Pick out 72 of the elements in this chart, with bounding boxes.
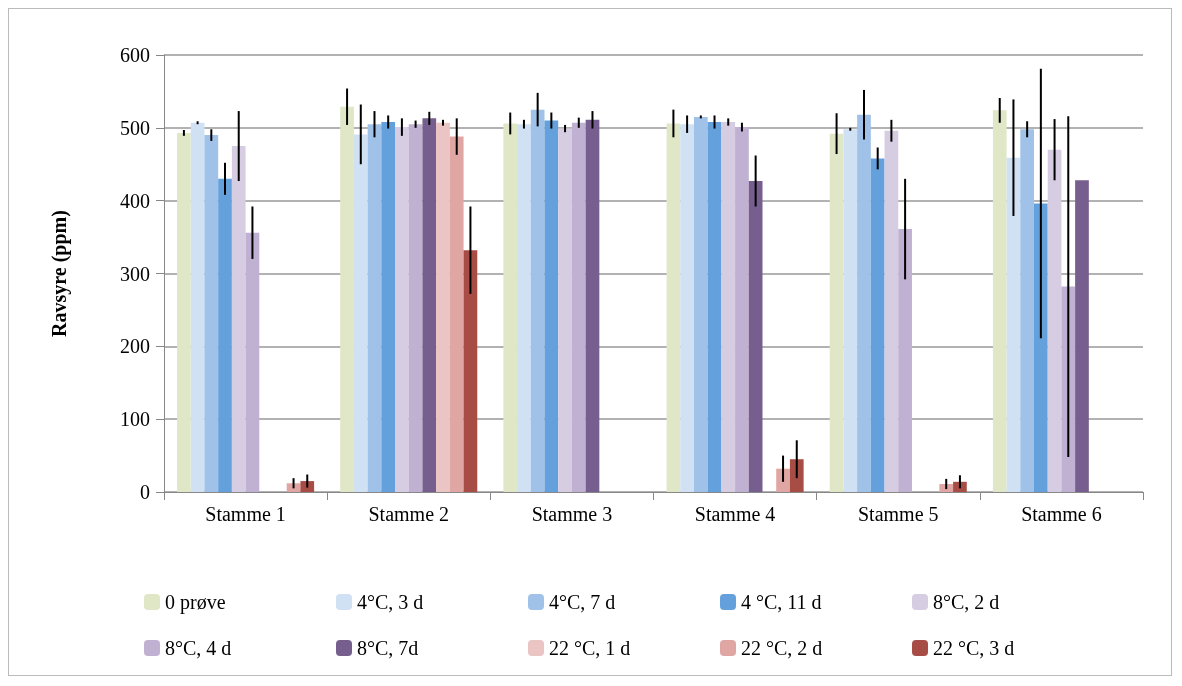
x-tick-label: Stamme 4 [694, 503, 776, 525]
x-tick-label: Stamme 6 [1021, 503, 1102, 525]
legend-label: 4 °C, 11 d [741, 591, 822, 613]
bar [463, 250, 478, 492]
bar [884, 130, 899, 492]
legend-label: 4°C, 7 d [549, 591, 616, 613]
legend-label: 22 °C, 1 d [549, 637, 631, 659]
bar [1047, 149, 1062, 492]
bar [1034, 203, 1048, 492]
bar [381, 122, 396, 492]
bar [707, 122, 722, 492]
bar [735, 127, 749, 492]
y-tick-label: 0 [140, 481, 150, 503]
bar [367, 124, 382, 492]
legend-label: 4°C, 3 d [357, 591, 424, 613]
bar [953, 481, 967, 492]
bar [857, 114, 871, 492]
bar [992, 110, 1007, 492]
y-tick-label: 500 [120, 116, 150, 139]
bar [449, 136, 464, 492]
y-tick-label: 100 [120, 408, 150, 431]
y-tick-label: 200 [120, 335, 150, 358]
bar [721, 122, 736, 492]
bar [843, 129, 858, 492]
y-axis-title: Ravsyre (ppm) [48, 210, 71, 337]
bar [829, 133, 844, 492]
legend-label: 0 prøve [165, 591, 226, 614]
bar [748, 181, 763, 492]
bar [300, 481, 315, 492]
bar [666, 123, 681, 492]
legend-label: 8°C, 4 d [165, 637, 232, 659]
bar [789, 459, 804, 492]
bar [693, 116, 708, 492]
bar [204, 135, 219, 492]
bar [544, 120, 559, 492]
bar [422, 118, 437, 492]
bar [231, 146, 246, 492]
bar [776, 468, 790, 492]
bar [190, 122, 205, 492]
legend-label: 22 °C, 2 d [741, 637, 823, 659]
bar [680, 124, 694, 492]
bar [571, 122, 586, 492]
bar [503, 123, 518, 492]
bar [436, 122, 450, 492]
bar [245, 232, 260, 492]
legend-label: 22 °C, 3 d [933, 637, 1015, 659]
bar [558, 128, 572, 492]
bar [1020, 129, 1034, 492]
bar [898, 229, 912, 492]
bar [870, 158, 885, 492]
bar [177, 132, 191, 492]
bar [340, 106, 354, 492]
legend-label: 8°C, 2 d [933, 591, 1000, 613]
x-tick-label: Stamme 2 [368, 503, 450, 525]
bar [939, 483, 954, 492]
bar [395, 127, 409, 492]
frame: Ravsyre (ppm) 0 100 200 300 400 500 600 Stamme 1 Stamme 2 Stamme 3 Stamme 4 Stamme 5 Stamme 6 0 prøve 4°C, 3 d 4°C, 7 d 4 °C, 11 d 8°C, 2 d 8°C, 4 d 8°C, 7d 22 °C, 1 d 22 °C, 2 d 22 °C, 3 d [8, 8, 1172, 676]
bar [517, 124, 531, 492]
x-tick-label: Stamme 3 [531, 503, 613, 525]
bar [218, 178, 232, 492]
bar [530, 109, 545, 492]
bar [408, 124, 423, 492]
x-tick-label: Stamme 5 [857, 503, 939, 525]
y-tick-label: 400 [120, 189, 150, 212]
bar [353, 134, 368, 492]
bar [1075, 180, 1089, 492]
y-tick-label: 300 [120, 262, 150, 285]
legend-label: 8°C, 7d [357, 637, 419, 659]
bar [1006, 157, 1021, 492]
x-tick-label: Stamme 1 [205, 503, 286, 525]
bar [585, 119, 600, 492]
y-tick-label: 600 [120, 44, 150, 66]
